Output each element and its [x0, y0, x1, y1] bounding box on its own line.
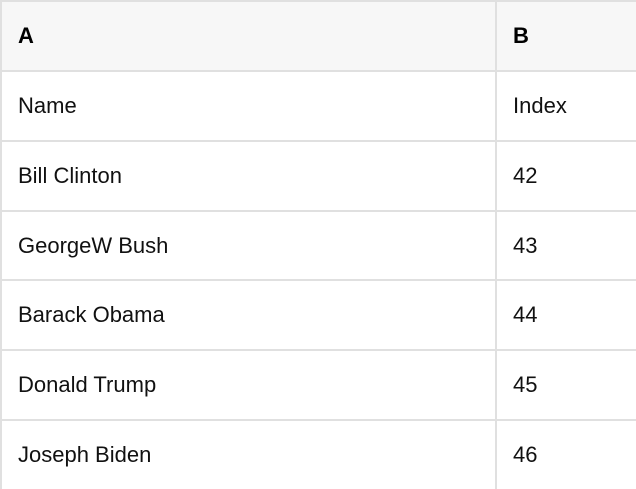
table-row: GeorgeW Bush 43	[2, 211, 636, 282]
table-row: Name Index	[2, 71, 636, 142]
column-header-b: B	[513, 22, 529, 48]
table-row: Joseph Biden 46	[2, 421, 636, 489]
table-cell-name: Donald Trump	[2, 351, 497, 420]
table-cell-name: Bill Clinton	[2, 141, 497, 210]
table-row: Barack Obama 44	[2, 281, 636, 352]
table-cell-index: 42	[513, 162, 538, 188]
table-row: Donald Trump 45	[2, 351, 636, 422]
header-row: A B	[2, 2, 636, 72]
table-cell-index: 45	[513, 372, 538, 398]
table-cell-name: Joseph Biden	[2, 421, 497, 489]
table-cell-name-header: Name	[2, 71, 497, 140]
table-cell-name: Barack Obama	[2, 281, 497, 350]
table-cell-index-header: Index	[513, 92, 567, 118]
column-header-a: A	[2, 2, 497, 70]
table-row: Bill Clinton 42	[2, 141, 636, 212]
table-cell-index: 44	[513, 302, 538, 328]
table-cell-index: 43	[513, 232, 538, 258]
table-cell-name: GeorgeW Bush	[2, 211, 497, 280]
table-cell-index: 46	[513, 442, 538, 468]
